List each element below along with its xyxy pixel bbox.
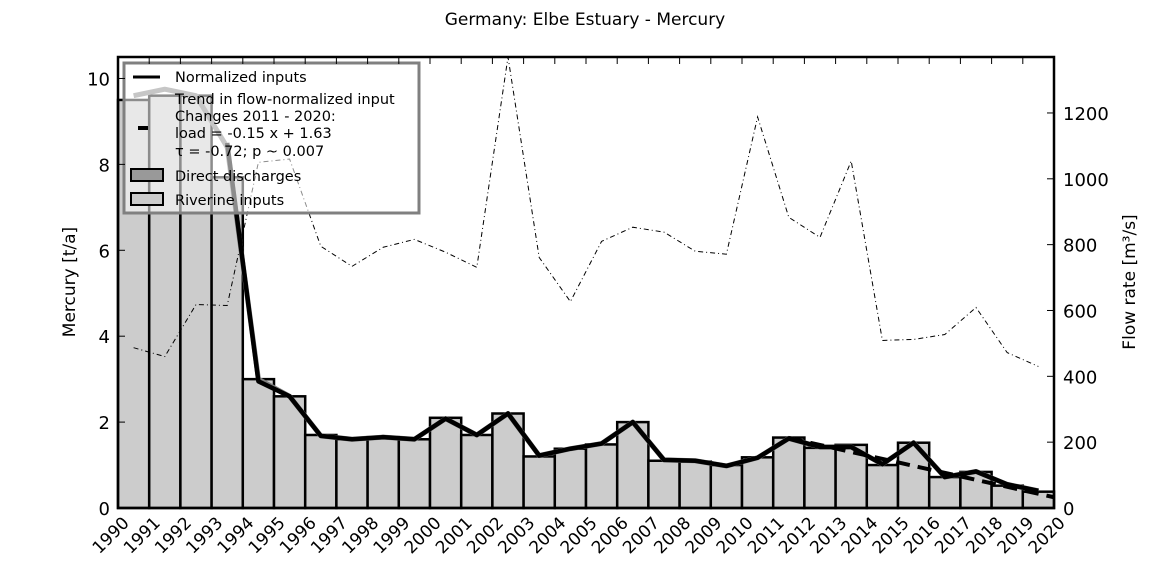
- y-tick-label: 6: [99, 241, 110, 262]
- bar-2011: [771, 436, 806, 510]
- legend-symbol-changes: [138, 126, 148, 130]
- legend-label-riverine: Riverine inputs: [175, 193, 284, 209]
- legend: Normalized inputs Trend in flow-normaliz…: [122, 61, 421, 215]
- normalized-inputs-line: [224, 142, 1039, 494]
- bar-1996: [303, 433, 338, 510]
- y2-axis-label-text: Flow rate [m³/s]: [1120, 214, 1140, 349]
- bar-2003: [522, 455, 557, 510]
- y2-axis-label: Flow rate [m³/s]: [1120, 214, 1140, 349]
- changes-dashed: [788, 436, 1055, 500]
- y2-tick-label: 400: [1063, 367, 1097, 388]
- y-tick-label: 0: [99, 499, 110, 520]
- bar-1997: [335, 438, 369, 510]
- chart-title: Germany: Elbe Estuary - Mercury: [445, 10, 726, 30]
- y-axis-label: Mercury [t/a]: [60, 227, 80, 337]
- x-tick-label: 2020: [1025, 513, 1070, 558]
- bar-2014: [865, 463, 900, 510]
- y-axis-left: 0 2 4 6 8 10: [87, 69, 125, 520]
- normalized-polyline: [224, 142, 1039, 494]
- bar-2010: [740, 456, 775, 510]
- legend-symbol-riverine: [130, 192, 164, 206]
- y2-tick-label: 0: [1063, 499, 1074, 520]
- bar-2000: [428, 416, 463, 510]
- legend-label-normalized: Normalized inputs: [175, 70, 307, 86]
- bar-2016: [927, 475, 962, 510]
- bar-2009: [709, 463, 744, 510]
- y-tick-label: 2: [99, 413, 110, 434]
- y-axis-right: 0 200 400 600 800 1000 1200: [1047, 104, 1109, 520]
- legend-label-direct: Direct discharges: [175, 169, 301, 185]
- changes-trend-dashed-line: [788, 436, 1055, 500]
- bar-1999: [397, 438, 432, 510]
- legend-label-kendall: τ = -0.72; p ~ 0.007: [175, 144, 324, 160]
- bar-2008: [678, 460, 713, 510]
- legend-label-changes: Changes 2011 - 2020:: [175, 109, 336, 125]
- flow-rate-polyline: [133, 56, 1039, 367]
- bar-1998: [366, 435, 401, 510]
- legend-symbol-direct: [130, 168, 164, 182]
- y-tick-label: 4: [99, 327, 110, 348]
- flow-rate-line: [133, 56, 1039, 367]
- bar-2012: [803, 446, 837, 510]
- y-tick-label: 8: [99, 155, 110, 176]
- legend-label-trend: Trend in flow-normalized input: [174, 92, 395, 108]
- legend-label-equation: load = -0.15 x + 1.63: [175, 126, 332, 142]
- y2-tick-label: 1000: [1063, 170, 1109, 191]
- bar-2007: [647, 459, 681, 510]
- y2-tick-label: 800: [1063, 236, 1097, 257]
- y2-tick-label: 1200: [1063, 104, 1109, 125]
- bar-2005: [584, 443, 619, 510]
- bar-1994: [241, 377, 276, 510]
- y2-tick-label: 200: [1063, 433, 1097, 454]
- y-tick-label: 10: [87, 69, 110, 90]
- y2-tick-label: 600: [1063, 301, 1097, 322]
- bar-2001: [459, 433, 494, 510]
- bar-2004: [553, 447, 588, 510]
